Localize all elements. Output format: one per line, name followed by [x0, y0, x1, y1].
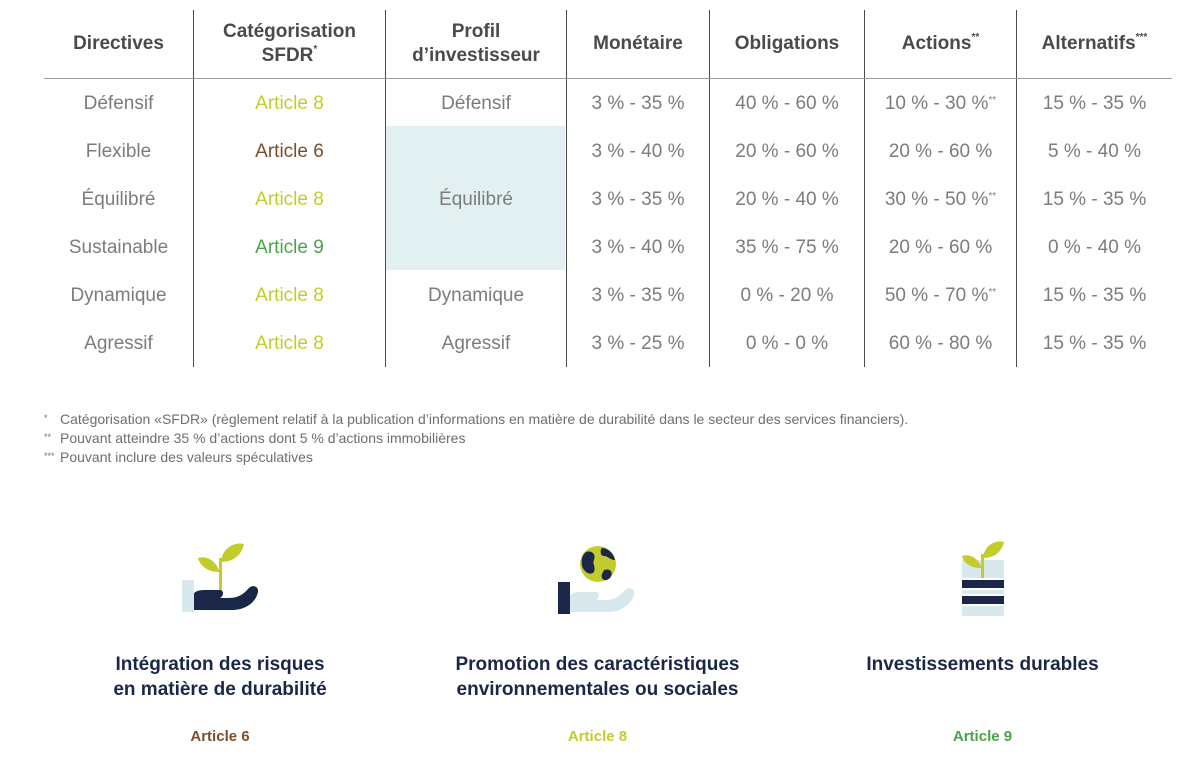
cell-obligations: 0 % - 0 % — [745, 333, 829, 354]
cell-obligations: 20 % - 60 % — [735, 141, 839, 162]
cell-sfdr: Article 6 — [255, 141, 324, 162]
card-article-label: Article 6 — [190, 728, 250, 745]
allocation-table: Directives Catégorisation SFDR* Profil d… — [0, 0, 1200, 372]
profile-cell-agressif: Agressif — [441, 333, 511, 354]
footnote: *** Pouvant inclure des valeurs spéculati… — [44, 449, 313, 465]
cell-alternatifs: 15 % - 35 % — [1042, 333, 1147, 354]
header-actions: Actions** — [901, 31, 980, 54]
header-monetaire: Monétaire — [593, 33, 683, 54]
column-divider — [566, 10, 567, 367]
cell-actions: 10 % - 30 % ** — [884, 93, 997, 114]
cell-sfdr: Article 8 — [255, 285, 324, 306]
header-alternatifs: Alternatifs*** — [1041, 31, 1148, 54]
cell-sfdr: Article 8 — [255, 333, 324, 354]
cell-alternatifs: 0 % - 40 % — [1048, 237, 1141, 258]
cell-actions: 30 % - 50 % ** — [884, 189, 997, 210]
cell-alternatifs: 5 % - 40 % — [1048, 141, 1141, 162]
column-divider — [1016, 10, 1017, 367]
cell-sfdr: Article 8 — [255, 189, 324, 210]
footnote: ** Pouvant atteindre 35 % d’actions dont … — [44, 430, 466, 446]
cell-actions: 20 % - 60 % — [888, 237, 993, 258]
cell-actions: 60 % - 80 % — [888, 333, 993, 354]
card-title: Promotion des caractéristiques environne… — [455, 654, 740, 700]
cell-directive: Sustainable — [68, 237, 169, 258]
profile-cell-defensif: Défensif — [441, 93, 511, 114]
hand-globe-icon — [558, 546, 635, 614]
card-article-label: Article 8 — [567, 728, 628, 745]
header-directives: Directives — [73, 33, 164, 54]
header-sfdr: Catégorisation SFDR* — [222, 21, 357, 66]
cell-monetaire: 3 % - 40 % — [591, 237, 685, 258]
cell-directive: Défensif — [83, 93, 154, 114]
cell-monetaire: 3 % - 40 % — [591, 141, 685, 162]
cell-obligations: 40 % - 60 % — [735, 93, 839, 114]
header-profil: Profil d’investisseur — [412, 21, 540, 66]
cell-monetaire: 3 % - 35 % — [591, 285, 685, 306]
cell-alternatifs: 15 % - 35 % — [1042, 93, 1147, 114]
cell-sfdr: Article 8 — [255, 93, 324, 114]
profile-cell-equilibre: Équilibré — [439, 189, 513, 210]
footnote: * Catégorisation «SFDR» (règlement relati… — [44, 411, 909, 427]
header-obligations: Obligations — [734, 33, 840, 54]
cell-monetaire: 3 % - 25 % — [591, 333, 685, 354]
merged-cell-background — [386, 126, 565, 270]
cell-alternatifs: 15 % - 35 % — [1042, 189, 1147, 210]
card-title: Intégration des risques en matière de du… — [113, 654, 327, 700]
cell-directive: Équilibré — [81, 189, 156, 210]
cell-directive: Agressif — [84, 333, 153, 354]
profile-cell-dynamique: Dynamique — [427, 285, 525, 306]
column-divider — [385, 10, 386, 367]
footnotes: * Catégorisation «SFDR» (règlement relati… — [44, 410, 1194, 467]
cell-alternatifs: 15 % - 35 % — [1042, 285, 1147, 306]
hand-plant-icon — [182, 543, 259, 612]
cell-directive: Flexible — [85, 141, 152, 162]
cell-obligations: 20 % - 40 % — [735, 189, 839, 210]
cell-obligations: 0 % - 20 % — [740, 285, 834, 306]
cell-actions: 20 % - 60 % — [888, 141, 993, 162]
card-title: Investissements durables — [866, 654, 1099, 675]
cell-directive: Dynamique — [70, 285, 167, 306]
card-article-label: Article 9 — [952, 728, 1013, 745]
column-divider — [864, 10, 865, 367]
cell-sfdr: Article 9 — [255, 237, 324, 258]
plant-stack-icon — [962, 541, 1004, 616]
column-divider — [709, 10, 710, 367]
column-divider — [193, 10, 194, 367]
cell-monetaire: 3 % - 35 % — [591, 189, 685, 210]
header-divider — [44, 78, 1172, 79]
cell-actions: 50 % - 70 % ** — [884, 285, 997, 306]
cell-obligations: 35 % - 75 % — [735, 237, 839, 258]
cell-monetaire: 3 % - 35 % — [591, 93, 685, 114]
